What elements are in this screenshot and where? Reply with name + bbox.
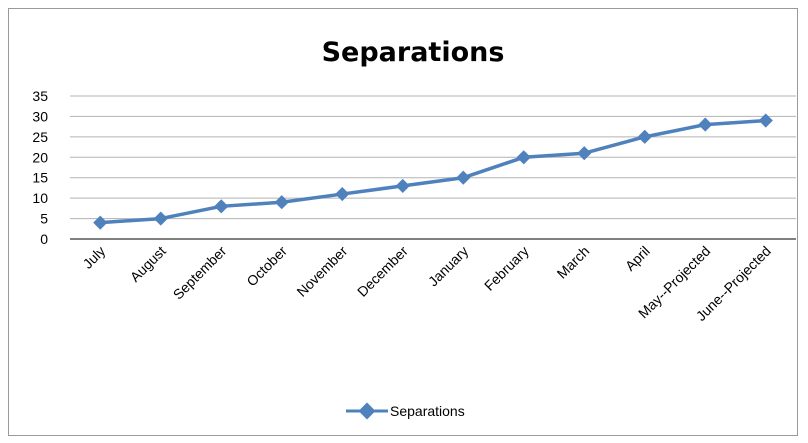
x-tick-label: November (293, 243, 350, 300)
x-tick-label: January (425, 243, 472, 290)
x-tick-label: December (354, 243, 411, 300)
series-separations (93, 113, 773, 230)
x-tick-label: April (622, 243, 653, 274)
y-tick-label: 15 (32, 170, 48, 186)
x-tick-label: October (243, 243, 290, 290)
y-tick-label: 0 (40, 231, 48, 247)
data-point-marker (395, 178, 410, 193)
y-axis-ticks: 0 5 10 15 20 25 30 35 (32, 88, 48, 247)
chart-frame (8, 8, 798, 436)
gridlines (70, 95, 796, 240)
data-point-marker (698, 117, 713, 132)
legend: Separations (346, 402, 465, 420)
x-axis-ticks: July August September October November Decemb… (79, 243, 773, 324)
data-point-marker (637, 129, 652, 144)
x-tick-label: February (481, 243, 532, 294)
x-tick-label: July (79, 243, 108, 272)
data-point-marker (758, 113, 773, 128)
chart-title: Separations (322, 37, 505, 68)
x-tick-label: March (554, 243, 593, 282)
x-tick-label: August (127, 243, 169, 285)
data-point-marker (214, 199, 229, 214)
y-tick-label: 30 (32, 108, 48, 124)
y-tick-label: 25 (32, 129, 48, 145)
y-tick-label: 35 (32, 88, 48, 104)
x-tick-label: September (170, 243, 230, 303)
data-point-marker (93, 215, 108, 230)
y-tick-label: 5 (40, 211, 48, 227)
legend-label: Separations (390, 403, 465, 419)
data-point-marker (153, 211, 168, 226)
data-point-marker (516, 150, 531, 165)
data-point-marker (577, 146, 592, 161)
data-point-marker (274, 195, 289, 210)
legend-diamond-marker (358, 402, 376, 420)
series-line (100, 118, 766, 225)
y-tick-label: 10 (32, 190, 48, 206)
data-point-marker (335, 186, 350, 202)
data-point-marker (456, 170, 471, 185)
y-tick-label: 20 (32, 149, 48, 165)
